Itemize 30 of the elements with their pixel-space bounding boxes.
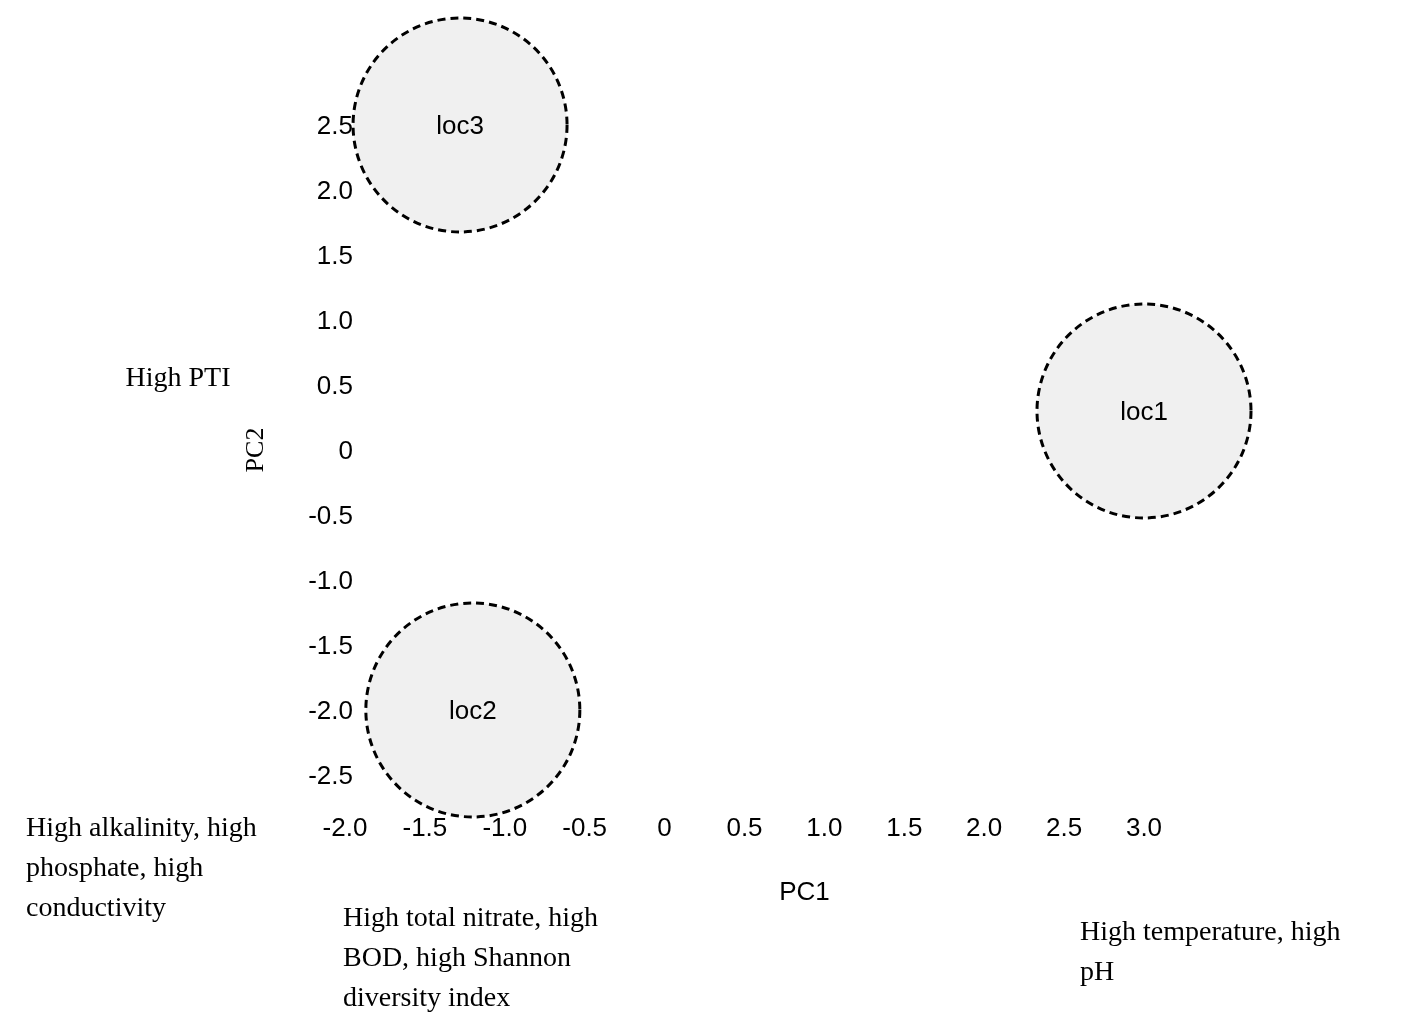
x-tick-label: 2.5: [1046, 812, 1083, 842]
x-tick-label: -1.5: [402, 812, 448, 842]
y-tick-label: 1.5: [316, 240, 353, 271]
text: High temperature, high pH: [1080, 915, 1341, 986]
x-tick-label: 2.0: [966, 812, 1003, 842]
y-tick-label: 1.0: [316, 305, 353, 336]
x-tick-label: -0.5: [562, 812, 608, 842]
x-tick-label: 1.5: [886, 812, 923, 842]
x-tick-label: 1.0: [806, 812, 843, 842]
annotation: loc2: [448, 695, 497, 726]
x-tick-label: 0.5: [726, 812, 763, 842]
x-tick-label: 3.0: [1125, 812, 1163, 842]
text: High alkalinity, high phosphate, high conductivity: [26, 811, 257, 922]
x-tick-label: 0: [657, 812, 672, 842]
y-tick-label: -2.5: [308, 760, 353, 791]
y-tick-label: 2.5: [316, 110, 353, 141]
y-tick-label: 0: [338, 435, 353, 466]
x-tick-label: -1.0: [482, 812, 528, 842]
annotation: loc1: [1120, 396, 1168, 427]
y-tick-label: 2.0: [316, 175, 353, 206]
text: High total nitrate, high BOD, high Shannon diversity index: [343, 901, 599, 1012]
x-axis-title: PC1: [779, 876, 830, 906]
y-tick-label: -0.5: [308, 500, 353, 531]
y-tick-label: 0.5: [316, 370, 353, 401]
y-tick-label: -1.0: [308, 565, 353, 596]
y-axis-title: PC2: [240, 427, 269, 473]
y-tick-label: -1.5: [308, 630, 353, 661]
text: High PTI: [125, 361, 231, 392]
y-tick-label: -2.0: [308, 695, 353, 726]
annotation: loc3: [436, 110, 484, 141]
